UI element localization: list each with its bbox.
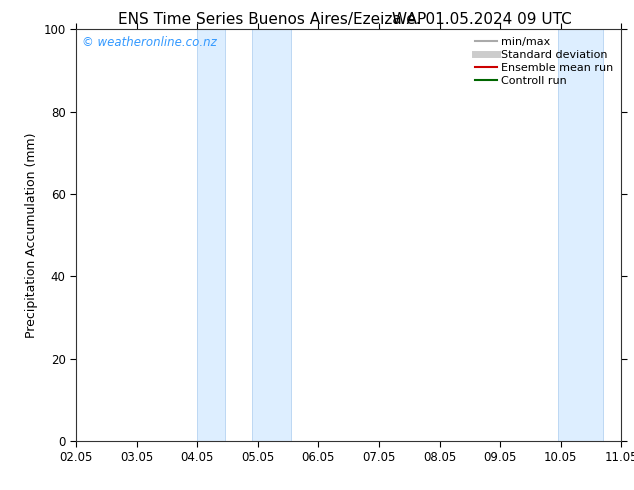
Text: © weatheronline.co.nz: © weatheronline.co.nz [82, 36, 216, 49]
Bar [558, 29, 603, 441]
Text: We. 01.05.2024 09 UTC: We. 01.05.2024 09 UTC [392, 12, 572, 27]
Text: ENS Time Series Buenos Aires/Ezeiza AP: ENS Time Series Buenos Aires/Ezeiza AP [119, 12, 427, 27]
Y-axis label: Precipitation Accumulation (mm): Precipitation Accumulation (mm) [25, 132, 38, 338]
Bar [252, 29, 291, 441]
Bar [197, 29, 224, 441]
Legend: min/max, Standard deviation, Ensemble mean run, Controll run: min/max, Standard deviation, Ensemble me… [470, 33, 618, 90]
